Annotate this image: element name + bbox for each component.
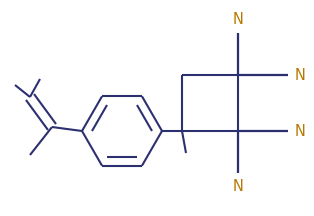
Text: N: N	[295, 67, 306, 83]
Text: N: N	[233, 12, 243, 27]
Text: N: N	[295, 124, 306, 138]
Text: N: N	[233, 179, 243, 194]
